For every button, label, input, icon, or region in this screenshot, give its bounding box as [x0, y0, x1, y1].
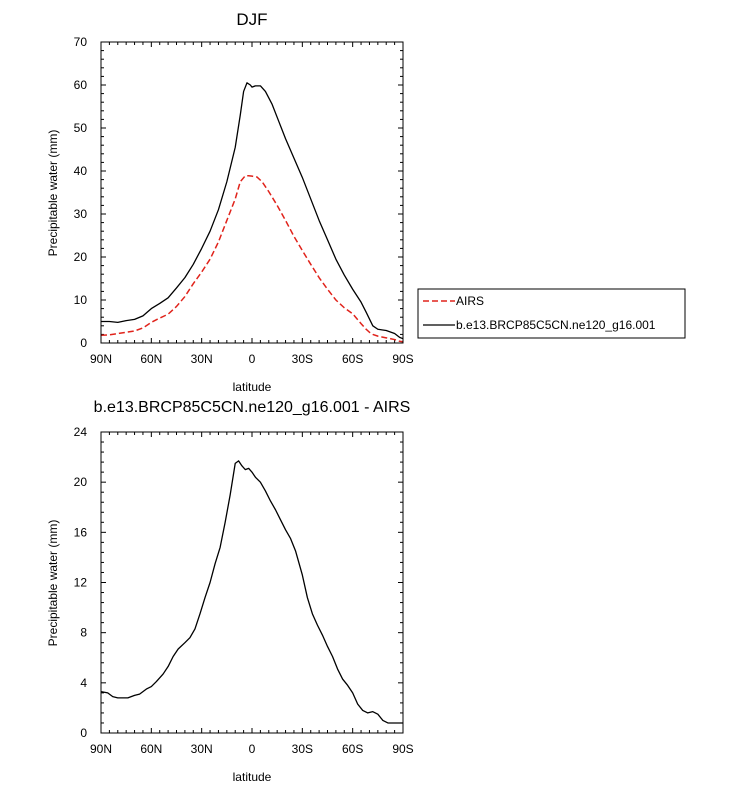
- legend-frame: [417, 288, 686, 339]
- chart-1-y-tick-label: 20: [74, 250, 88, 264]
- chart-2-y-tick-label: 20: [74, 475, 88, 489]
- chart-2-y-tick-label: 8: [80, 626, 87, 640]
- chart-panel-1: DJF Precipitable water (mm) latitude 90N…: [46, 10, 414, 394]
- chart-1-series-line-airs: [100, 174, 404, 343]
- legend-airs-label: AIRS: [456, 294, 484, 308]
- chart-1-title: DJF: [236, 10, 267, 29]
- chart-2-x-tick-label: 60S: [342, 742, 363, 756]
- chart-1-y-tick-label: 30: [74, 207, 88, 221]
- chart-1-y-tick-label: 0: [80, 336, 87, 350]
- chart-2-x-tick-label: 90N: [90, 742, 112, 756]
- chart-2-y-tick-label: 24: [74, 425, 88, 439]
- chart-2-x-tick-label: 60N: [140, 742, 162, 756]
- chart-1-xlabel: latitude: [233, 380, 272, 394]
- chart-1-y-tick-label: 50: [74, 121, 88, 135]
- chart-1-plot-frame: [100, 41, 404, 344]
- chart-1-x-tick-label: 60N: [140, 352, 162, 366]
- chart-2-y-tick-label: 12: [74, 576, 88, 590]
- chart-1-x-tick-label: 90S: [392, 352, 413, 366]
- chart-1-ticks: 90N 60N 30N 0 30S 60S 90S 0 10 20 30 40 50 60 70: [74, 35, 414, 366]
- chart-1-x-tick-label: 0: [249, 352, 256, 366]
- chart-2-x-tick-label: 0: [249, 742, 256, 756]
- chart-1-ylabel: Precipitable water (mm): [46, 130, 60, 257]
- chart-2-plot-frame: [100, 431, 404, 734]
- chart-1-y-tick-label: 40: [74, 164, 88, 178]
- chart-panel-2: b.e13.BRCP85C5CN.ne120_g16.001 - AIRS Pr…: [46, 399, 414, 784]
- chart-1-series-line-b-e13-brcp85c5cn-ne120-g16-001: [101, 82, 404, 340]
- chart-1-x-tick-label: 60S: [342, 352, 363, 366]
- chart-2-series-line-b-e13-brcp85c5cn-ne120-g16-001-airs: [100, 460, 403, 724]
- chart-1-x-tick-label: 30N: [191, 352, 213, 366]
- chart-1-y-tick-label: 70: [74, 35, 88, 49]
- chart-1-x-tick-label: 90N: [90, 352, 112, 366]
- chart-2-y-tick-label: 0: [80, 726, 87, 740]
- chart-2-ticks: 90N 60N 30N 0 30S 60S 90S 0 4 8 12 16 20 24: [74, 425, 414, 756]
- chart-2-title: b.e13.BRCP85C5CN.ne120_g16.001 - AIRS: [94, 399, 411, 416]
- chart-2-x-tick-label: 30S: [292, 742, 313, 756]
- chart-1-y-tick-label: 60: [74, 78, 88, 92]
- chart-2-x-tick-label: 30N: [191, 742, 213, 756]
- chart-1-legend: AIRS b.e13.BRCP85C5CN.ne120_g16.001: [417, 288, 686, 339]
- chart-2-xlabel: latitude: [233, 770, 272, 784]
- chart-2-y-tick-label: 4: [80, 676, 87, 690]
- chart-2-y-tick-label: 16: [74, 525, 88, 539]
- chart-2-ylabel: Precipitable water (mm): [46, 520, 60, 647]
- chart-1-x-tick-label: 30S: [292, 352, 313, 366]
- chart-2-series: [100, 460, 403, 724]
- legend-model-label: b.e13.BRCP85C5CN.ne120_g16.001: [456, 318, 656, 332]
- chart-2-x-tick-label: 90S: [392, 742, 413, 756]
- chart-1-y-tick-label: 10: [74, 293, 88, 307]
- chart-1-series: [100, 82, 404, 343]
